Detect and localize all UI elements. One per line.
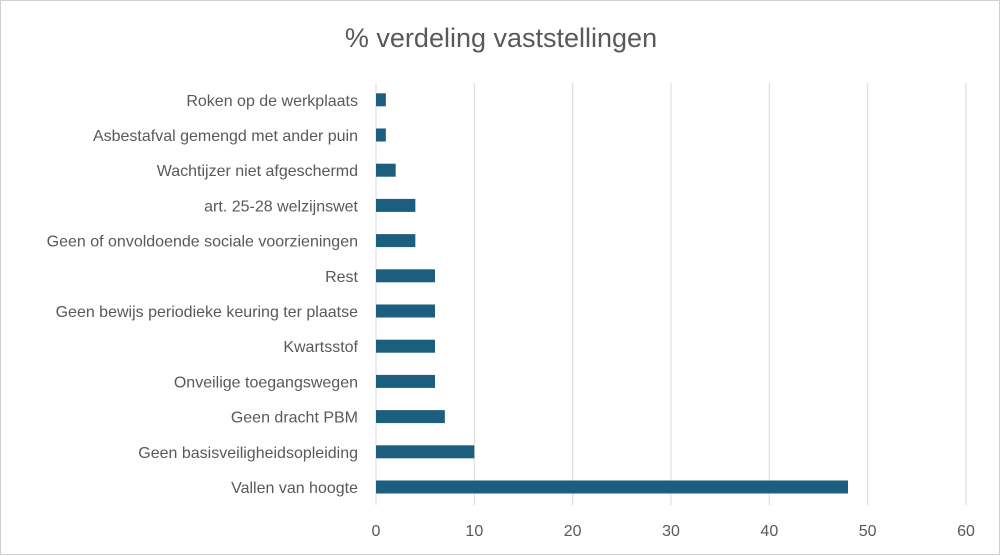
bar [376, 445, 475, 459]
bar [376, 410, 445, 424]
bars [376, 93, 848, 494]
bar [376, 374, 435, 388]
x-tick-label: 10 [465, 523, 483, 540]
x-tick-label: 0 [372, 523, 381, 540]
x-tick-label: 50 [859, 523, 877, 540]
chart-title: % verdeling vaststellingen [345, 23, 657, 53]
bar [376, 93, 386, 107]
category-label: Asbestafval gemengd met ander puin [93, 128, 358, 145]
category-label: Geen bewijs periodieke keuring ter plaat… [56, 304, 359, 321]
category-label: Roken op de werkplaats [186, 93, 358, 110]
category-label: Geen of onvoldoende sociale voorzieninge… [47, 234, 358, 251]
bar [376, 128, 386, 142]
category-label: Geen basisveiligheidsopleiding [138, 445, 358, 462]
category-label: Rest [325, 269, 358, 286]
x-tick-label: 20 [564, 523, 582, 540]
category-label: Vallen van hoogte [231, 480, 358, 497]
category-label: Kwartsstof [283, 339, 358, 356]
category-label: Geen dracht PBM [231, 410, 358, 427]
bar [376, 234, 416, 248]
bar [376, 480, 848, 494]
category-label: art. 25-28 welzijnswet [204, 198, 358, 215]
category-labels: Vallen van hoogte Geen basisveiligheidsop… [47, 93, 359, 497]
bar [376, 198, 416, 212]
bar [376, 304, 435, 318]
category-label: Onveilige toegangswegen [174, 374, 358, 391]
category-label: Wachtijzer niet afgeschermd [157, 163, 358, 180]
x-axis-tick-labels: 0 10 20 30 40 50 60 [372, 523, 975, 540]
bar [376, 339, 435, 353]
x-tick-label: 30 [662, 523, 680, 540]
gridlines [375, 83, 967, 505]
x-tick-label: 60 [957, 523, 975, 540]
x-tick-label: 40 [760, 523, 778, 540]
bar [376, 269, 435, 283]
bar [376, 163, 396, 177]
